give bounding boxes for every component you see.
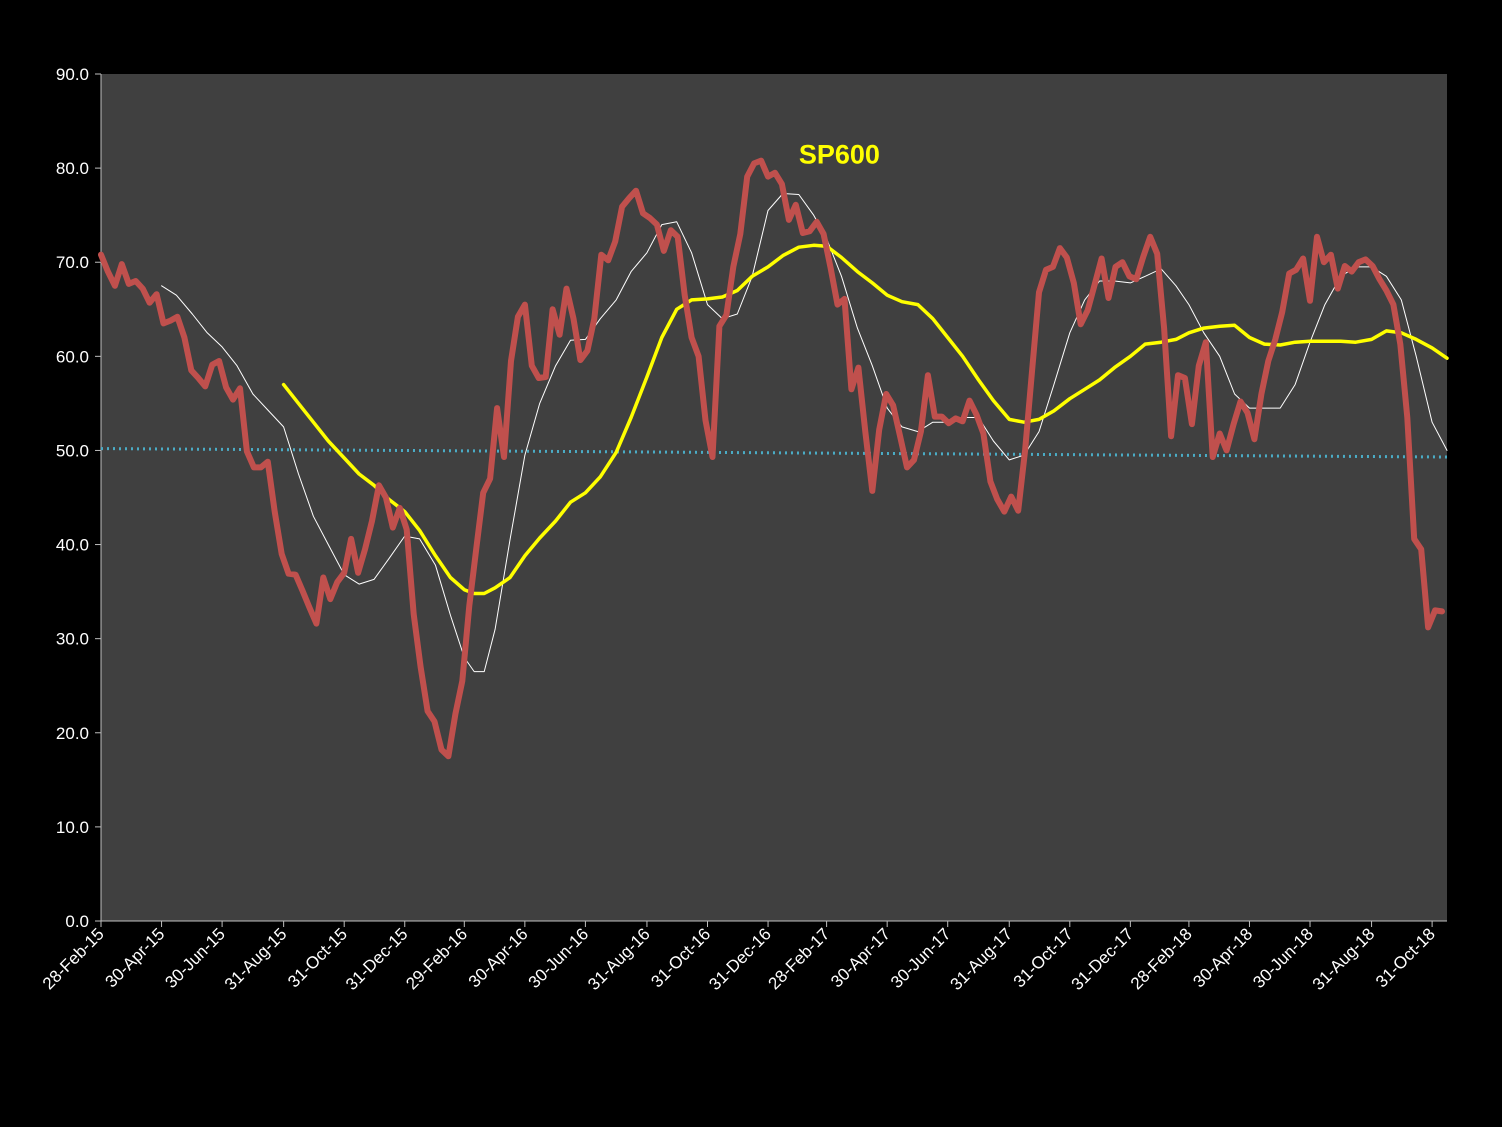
y-tick-label: 40.0 (56, 536, 89, 555)
y-tick-label: 90.0 (56, 65, 89, 84)
y-tick-label: 30.0 (56, 630, 89, 649)
series-layer (98, 157, 1449, 760)
series-red-line (98, 157, 1445, 760)
y-tick-label: 10.0 (56, 818, 89, 837)
y-tick-label: 50.0 (56, 441, 89, 460)
annotation-layer: SP600 (799, 139, 880, 169)
y-tick-label: 80.0 (56, 159, 89, 178)
series-white-line (161, 193, 1448, 673)
y-tick-label: 20.0 (56, 724, 89, 743)
y-tick-label: 60.0 (56, 347, 89, 366)
series-yellow-line (281, 243, 1449, 596)
annotation-label: SP600 (799, 139, 880, 169)
series-reference-dotted-line (100, 447, 1448, 459)
plot-area (101, 74, 1447, 921)
y-axis: 0.0 10.0 20.0 30.0 40.0 50.0 60.0 70.0 80.0 90.0 (56, 65, 102, 931)
y-tick-label: 70.0 (56, 253, 89, 272)
y-tick-label: 0.0 (65, 912, 89, 931)
